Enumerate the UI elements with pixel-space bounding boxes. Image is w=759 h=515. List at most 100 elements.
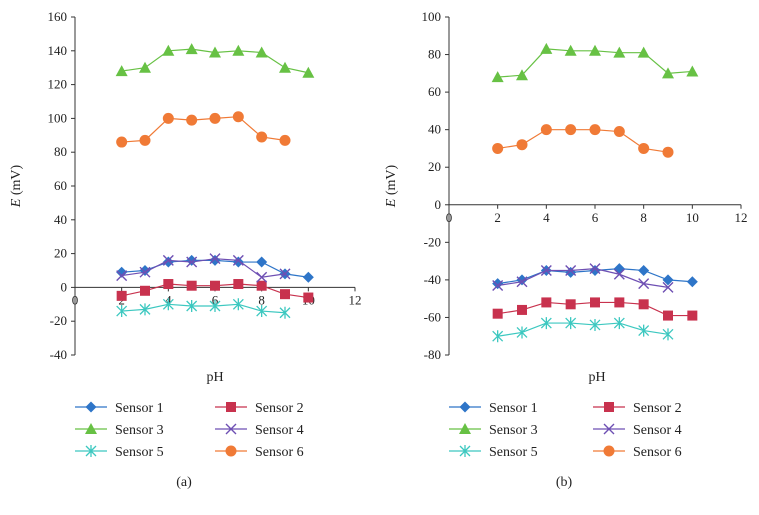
data-point <box>116 290 127 301</box>
data-point <box>303 292 314 303</box>
data-point <box>186 256 198 268</box>
y-tick-label: -20 <box>50 313 67 328</box>
y-tick-label: 100 <box>422 9 442 24</box>
series-sensor-3 <box>491 42 699 83</box>
data-point <box>232 111 244 123</box>
data-point <box>139 303 151 316</box>
legend-swatch-marker <box>459 445 471 457</box>
data-point <box>662 67 674 79</box>
data-point <box>638 299 649 310</box>
x-tick-label: 0 <box>72 292 79 307</box>
legend-item: Sensor 1 <box>75 401 164 416</box>
y-tick-label: -40 <box>424 272 441 287</box>
legend-label: Sensor 2 <box>255 401 304 416</box>
data-point <box>186 254 198 266</box>
y-tick-label: -80 <box>424 347 441 362</box>
data-point <box>256 280 267 291</box>
legend-item: Sensor 6 <box>215 445 304 460</box>
data-point <box>279 61 291 73</box>
data-point <box>256 131 268 143</box>
data-point <box>565 299 576 310</box>
data-point <box>140 285 150 296</box>
data-point <box>116 270 128 282</box>
series-sensor-3 <box>115 43 315 78</box>
y-tick-label: -40 <box>50 347 67 362</box>
y-tick-label: 0 <box>61 279 68 294</box>
data-point <box>209 253 221 265</box>
data-point <box>662 281 674 293</box>
x-tick-label: 4 <box>543 210 550 225</box>
series-sensor-5 <box>116 298 291 319</box>
data-point <box>613 46 626 58</box>
legend-item: Sensor 5 <box>449 445 538 460</box>
legend-swatch-marker <box>226 402 236 412</box>
x-tick-label: 6 <box>212 292 219 307</box>
y-tick-label: 40 <box>428 122 441 137</box>
legend-label: Sensor 5 <box>115 445 164 460</box>
data-point <box>589 265 601 276</box>
legend-label: Sensor 2 <box>633 401 682 416</box>
legend-swatch-marker <box>604 402 614 412</box>
data-point <box>232 44 245 56</box>
data-point <box>163 279 174 290</box>
y-tick-label: 140 <box>48 43 68 58</box>
legend-label: Sensor 4 <box>255 423 304 438</box>
y-tick-label: 0 <box>435 197 442 212</box>
data-point <box>256 256 268 268</box>
x-tick-label: 2 <box>494 210 501 225</box>
y-axis-label-variable: E <box>384 198 399 208</box>
data-point <box>613 126 625 138</box>
legend-item: Sensor 3 <box>449 423 538 438</box>
data-point <box>613 317 625 330</box>
y-tick-label: 120 <box>48 77 68 92</box>
data-point <box>516 69 528 81</box>
series-line <box>121 258 286 278</box>
series-line <box>497 322 669 337</box>
legend-item: Sensor 4 <box>593 423 682 438</box>
legend-label: Sensor 3 <box>489 423 538 438</box>
data-point <box>162 44 175 56</box>
x-tick-label: 8 <box>640 210 647 225</box>
series-sensor-4 <box>116 253 291 283</box>
data-point <box>280 289 290 300</box>
data-point <box>186 299 198 312</box>
panel-label: (a) <box>176 475 192 490</box>
data-point <box>662 328 674 341</box>
data-point <box>210 280 220 291</box>
series-sensor-5 <box>492 317 674 343</box>
data-point <box>638 278 650 290</box>
data-point <box>589 124 601 136</box>
chart-panel-b: -80 -60 -40 -20 0 20 40 60 80 100 0 2 4 6 8 10 12 pH E (mV… <box>384 9 748 490</box>
panel-label: (b) <box>556 475 573 490</box>
series-sensor-1 <box>492 263 698 290</box>
y-axis-label-variable: E <box>9 198 24 208</box>
series-sensor-6 <box>492 124 674 158</box>
y-tick-label: 80 <box>428 47 441 62</box>
x-axis-label: pH <box>588 370 605 385</box>
data-point <box>162 112 174 124</box>
legend-label: Sensor 1 <box>489 401 538 416</box>
data-point <box>638 324 650 337</box>
data-point <box>516 326 528 339</box>
y-tick-label: 60 <box>54 178 67 193</box>
data-point <box>565 317 577 330</box>
data-point <box>517 304 527 315</box>
data-point <box>139 266 151 278</box>
y-tick-label: 80 <box>54 144 67 159</box>
data-point <box>232 256 244 268</box>
data-point <box>516 139 528 151</box>
data-point <box>492 308 503 319</box>
data-point <box>492 278 504 290</box>
data-point <box>687 310 698 321</box>
data-point <box>232 254 244 266</box>
data-point <box>185 43 198 55</box>
data-point <box>279 306 291 319</box>
data-point <box>233 279 244 290</box>
data-point <box>492 142 504 154</box>
series-sensor-6 <box>116 111 291 148</box>
legend-label: Sensor 4 <box>633 423 682 438</box>
legend-item: Sensor 4 <box>215 423 304 438</box>
data-point <box>614 297 625 308</box>
legend-swatch-marker <box>225 445 237 457</box>
data-point <box>302 271 314 283</box>
